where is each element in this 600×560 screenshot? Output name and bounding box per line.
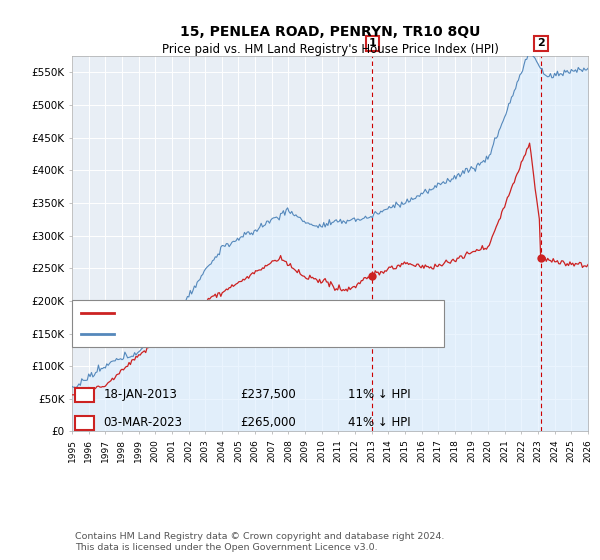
Text: 2: 2 (537, 39, 545, 49)
Text: Price paid vs. HM Land Registry's House Price Index (HPI): Price paid vs. HM Land Registry's House … (161, 43, 499, 55)
Text: 03-MAR-2023: 03-MAR-2023 (103, 416, 182, 430)
Text: £265,000: £265,000 (240, 416, 296, 430)
Text: 41% ↓ HPI: 41% ↓ HPI (348, 416, 410, 430)
Text: £237,500: £237,500 (240, 388, 296, 402)
Text: 1: 1 (368, 39, 376, 49)
Text: 18-JAN-2013: 18-JAN-2013 (103, 388, 177, 402)
Text: Contains HM Land Registry data © Crown copyright and database right 2024.
This d: Contains HM Land Registry data © Crown c… (75, 532, 445, 552)
Text: HPI: Average price, detached house, Cornwall: HPI: Average price, detached house, Corn… (120, 329, 358, 339)
Text: 1: 1 (80, 388, 89, 402)
Text: 15, PENLEA ROAD, PENRYN, TR10 8QU (detached house): 15, PENLEA ROAD, PENRYN, TR10 8QU (detac… (120, 308, 415, 318)
Text: 11% ↓ HPI: 11% ↓ HPI (348, 388, 410, 402)
Text: 15, PENLEA ROAD, PENRYN, TR10 8QU: 15, PENLEA ROAD, PENRYN, TR10 8QU (180, 25, 480, 39)
Text: 2: 2 (80, 416, 89, 430)
